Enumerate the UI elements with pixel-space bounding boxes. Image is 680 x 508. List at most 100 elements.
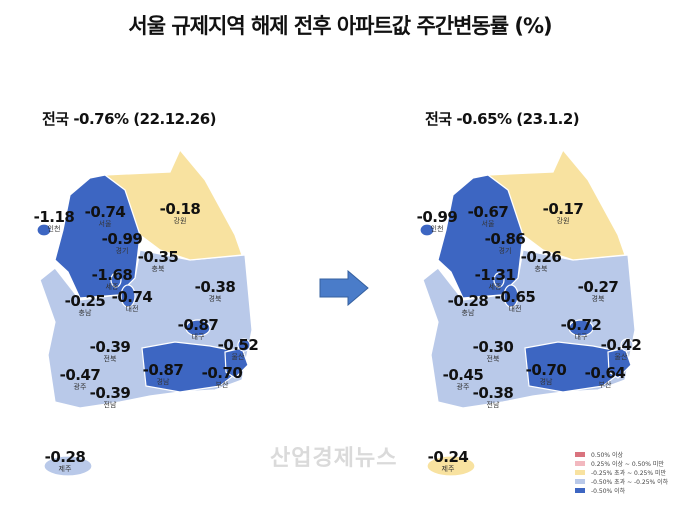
region-label: -0.70 부산 bbox=[202, 366, 243, 389]
region-label: -0.87 경남 bbox=[143, 363, 184, 386]
region-value: -0.39 bbox=[89, 338, 131, 356]
legend-label: -0.50% 초과 ~ -0.25% 이하 bbox=[591, 479, 669, 486]
legend-swatch bbox=[575, 488, 585, 493]
region-name: 경기 bbox=[115, 247, 129, 255]
region-label: -0.70 경남 bbox=[526, 363, 567, 386]
region-label: -0.42 울산 bbox=[601, 338, 642, 361]
region-name: 광주 bbox=[73, 383, 87, 391]
region-name: 세종 bbox=[488, 283, 502, 291]
region-value: -0.18 bbox=[159, 200, 201, 218]
region-value: -0.87 bbox=[142, 361, 184, 379]
region-value: -0.70 bbox=[201, 364, 243, 382]
region-value: -0.38 bbox=[472, 384, 514, 402]
region-name: 대구 bbox=[574, 333, 588, 341]
map-subtitle-after: 전국 -0.65% (23.1.2) bbox=[425, 110, 580, 128]
region-label: -0.74 서울 bbox=[85, 205, 126, 228]
region-세종 bbox=[110, 272, 122, 288]
region-label: -0.30 전북 bbox=[473, 340, 514, 363]
region-label: -0.72 대구 bbox=[561, 318, 602, 341]
region-인천 bbox=[419, 223, 435, 237]
region-value: -0.26 bbox=[520, 248, 562, 266]
region-label: -0.64 부산 bbox=[585, 366, 626, 389]
region-name: 전북 bbox=[103, 355, 117, 363]
region-name: 경남 bbox=[539, 378, 553, 386]
region-value: -0.27 bbox=[577, 278, 619, 296]
region-name: 경북 bbox=[208, 295, 222, 303]
region-name: 충북 bbox=[151, 265, 165, 273]
region-name: 충북 bbox=[534, 265, 548, 273]
region-value: -0.67 bbox=[467, 203, 509, 221]
region-label: -0.38 전남 bbox=[473, 386, 514, 409]
region-label: -0.39 전북 bbox=[90, 340, 131, 363]
region-label: -0.52 울산 bbox=[218, 338, 259, 361]
region-name: 세종 bbox=[105, 283, 119, 291]
region-value: -0.30 bbox=[472, 338, 514, 356]
region-제주 bbox=[426, 455, 476, 477]
region-value: -0.74 bbox=[84, 203, 126, 221]
region-value: -0.70 bbox=[525, 361, 567, 379]
region-name: 대구 bbox=[191, 333, 205, 341]
region-value: -0.72 bbox=[560, 316, 602, 334]
region-울산 bbox=[620, 338, 634, 352]
region-value: -0.87 bbox=[177, 316, 219, 334]
region-label: -1.31 세종 bbox=[475, 268, 516, 291]
legend-item: -0.50% 초과 ~ -0.25% 이하 bbox=[575, 477, 668, 486]
region-value: -0.38 bbox=[194, 278, 236, 296]
region-name: 제주 bbox=[441, 465, 455, 473]
region-name: 제주 bbox=[58, 465, 72, 473]
right-arrow-icon bbox=[319, 270, 369, 306]
region-value: -0.52 bbox=[217, 336, 259, 354]
region-대구 bbox=[185, 319, 211, 337]
region-value: -0.28 bbox=[44, 448, 86, 466]
region-label: -0.47 광주 bbox=[60, 368, 101, 391]
legend-item: -0.50% 이하 bbox=[575, 486, 668, 495]
region-label: -0.38 경북 bbox=[195, 280, 236, 303]
legend-swatch bbox=[575, 470, 585, 475]
map-before: -1.18 인천 -0.74 서울 -0.99 경기 -0.18 강원 -0.35 충북 -1.68… bbox=[30, 150, 270, 480]
region-value: -0.24 bbox=[427, 448, 469, 466]
region-label: -0.99 인천 bbox=[417, 210, 458, 233]
region-value: -0.17 bbox=[542, 200, 584, 218]
region-label: -0.39 전남 bbox=[90, 386, 131, 409]
region-value: -1.18 bbox=[33, 208, 75, 226]
region-value: -0.99 bbox=[416, 208, 458, 226]
region-value: -0.45 bbox=[442, 366, 484, 384]
region-대구 bbox=[568, 319, 594, 337]
region-label: -0.27 경북 bbox=[578, 280, 619, 303]
region-value: -0.74 bbox=[111, 288, 153, 306]
region-label: -0.28 충남 bbox=[448, 294, 489, 317]
region-label: -0.65 대전 bbox=[495, 290, 536, 313]
watermark: 산업경제뉴스 bbox=[270, 446, 398, 471]
region-value: -1.68 bbox=[91, 266, 133, 284]
region-name: 서울 bbox=[481, 220, 495, 228]
region-name: 전남 bbox=[103, 401, 117, 409]
map-subtitle-before: 전국 -0.76% (22.12.26) bbox=[42, 110, 217, 128]
region-name: 충남 bbox=[78, 309, 92, 317]
region-name: 강원 bbox=[173, 217, 187, 225]
region-name: 강원 bbox=[556, 217, 570, 225]
legend-item: 0.25% 이상 ~ 0.50% 미만 bbox=[575, 459, 668, 468]
region-value: -0.42 bbox=[600, 336, 642, 354]
region-value: -0.39 bbox=[89, 384, 131, 402]
region-label: -0.17 강원 bbox=[543, 202, 584, 225]
page-title: 서울 규제지역 해제 전후 아파트값 주간변동률 (%) bbox=[128, 14, 552, 38]
region-경기 bbox=[437, 174, 524, 299]
region-name: 광주 bbox=[456, 383, 470, 391]
region-label: -0.45 광주 bbox=[443, 368, 484, 391]
legend: 0.50% 이상 0.25% 이상 ~ 0.50% 미만 -0.25% 초과 ~ 0… bbox=[575, 450, 668, 495]
region-label: -0.25 충남 bbox=[65, 294, 106, 317]
region-name: 인천 bbox=[430, 225, 444, 233]
korea-map-shapes bbox=[419, 150, 636, 477]
region-value: -0.28 bbox=[447, 292, 489, 310]
legend-swatch bbox=[575, 479, 585, 484]
region-value: -0.64 bbox=[584, 364, 626, 382]
legend-label: 0.50% 이상 bbox=[591, 452, 624, 459]
region-name: 경기 bbox=[498, 247, 512, 255]
region-name: 울산 bbox=[614, 353, 628, 361]
region-label: -0.74 대전 bbox=[112, 290, 153, 313]
region-name: 대전 bbox=[125, 305, 139, 313]
region-label: -1.68 세종 bbox=[92, 268, 133, 291]
legend-label: -0.50% 이하 bbox=[591, 488, 626, 495]
region-label: -1.18 인천 bbox=[34, 210, 75, 233]
